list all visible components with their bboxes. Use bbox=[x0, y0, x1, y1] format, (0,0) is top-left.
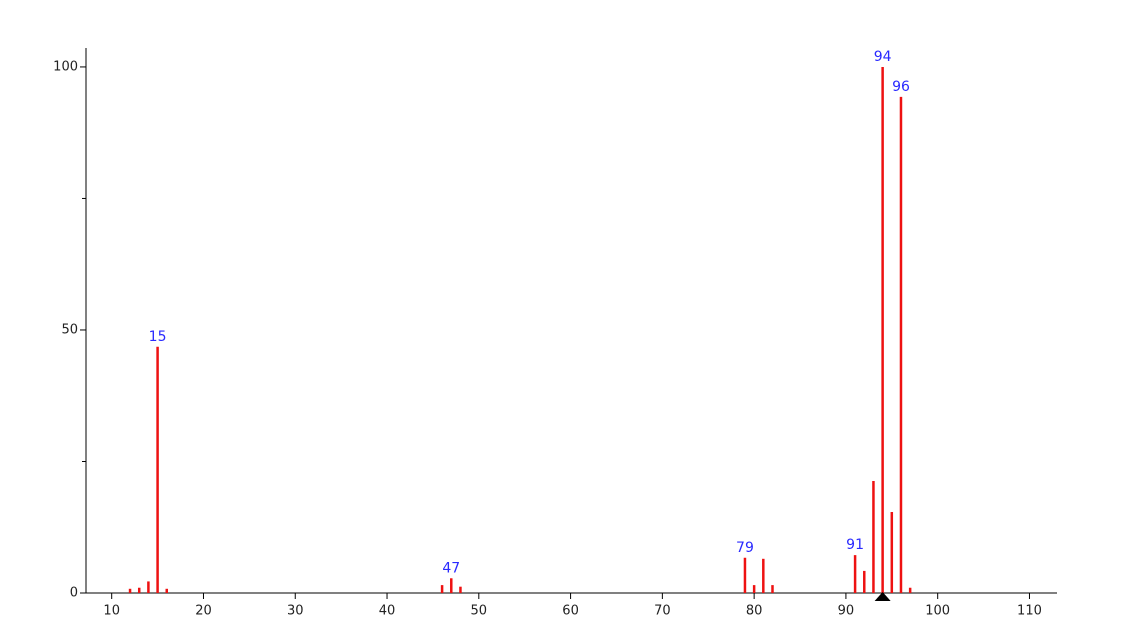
x-tick-label: 70 bbox=[654, 604, 671, 619]
x-tick-label: 110 bbox=[1017, 604, 1042, 619]
marker bbox=[874, 592, 891, 601]
x-tick-label: 80 bbox=[746, 604, 763, 619]
x-tick-label: 90 bbox=[838, 604, 855, 619]
y-tick-label: 0 bbox=[70, 586, 78, 601]
x-tick-label: 60 bbox=[562, 604, 579, 619]
x-tick-label: 40 bbox=[379, 604, 396, 619]
x-tick-label: 100 bbox=[925, 604, 950, 619]
y-tick-label: 100 bbox=[53, 59, 78, 74]
peak-label: 94 bbox=[874, 49, 892, 65]
peak-label: 47 bbox=[442, 560, 460, 576]
peak-label: 91 bbox=[846, 537, 864, 553]
x-tick-label: 20 bbox=[195, 604, 212, 619]
x-tick-label: 50 bbox=[471, 604, 488, 619]
peak-label: 15 bbox=[149, 329, 167, 345]
peak-label: 96 bbox=[892, 79, 910, 95]
x-tick-label: 30 bbox=[287, 604, 304, 619]
x-tick-label: 10 bbox=[103, 604, 120, 619]
peak-label: 79 bbox=[736, 540, 754, 556]
y-tick-label: 50 bbox=[61, 322, 78, 337]
